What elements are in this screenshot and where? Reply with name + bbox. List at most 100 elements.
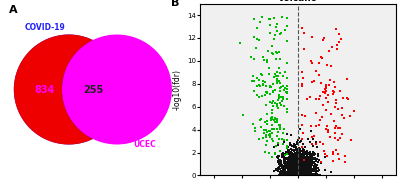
Point: [276, 90, 283, 93]
Point: [312, 167, 319, 170]
Point: [313, 167, 320, 170]
Point: [302, 168, 308, 171]
Point: [330, 153, 336, 155]
Point: [304, 160, 311, 163]
Point: [260, 84, 266, 87]
Point: [258, 72, 264, 75]
Point: [292, 169, 299, 171]
Point: [291, 161, 298, 164]
Point: [294, 164, 300, 167]
Point: [264, 122, 270, 125]
Point: [296, 169, 303, 172]
Point: [297, 141, 304, 144]
Point: [300, 156, 306, 159]
Point: [295, 160, 302, 163]
Point: [288, 167, 294, 170]
Point: [336, 126, 343, 129]
Point: [287, 143, 294, 146]
Point: [280, 173, 287, 176]
Point: [281, 162, 287, 165]
Point: [296, 173, 302, 176]
Point: [300, 173, 307, 176]
Point: [298, 164, 304, 166]
Point: [297, 173, 303, 176]
Point: [293, 148, 299, 151]
Point: [303, 158, 309, 161]
Point: [296, 170, 302, 173]
Point: [299, 168, 305, 171]
Point: [314, 173, 321, 176]
Point: [298, 153, 305, 156]
Point: [296, 170, 302, 173]
Point: [295, 165, 302, 168]
Point: [298, 173, 305, 175]
Point: [269, 45, 276, 48]
Point: [306, 161, 312, 164]
Point: [291, 163, 298, 166]
Point: [292, 173, 299, 176]
Point: [292, 153, 298, 156]
Point: [293, 171, 299, 174]
Point: [292, 151, 298, 154]
Point: [278, 32, 284, 35]
Point: [314, 145, 320, 148]
Point: [298, 168, 304, 171]
Point: [260, 83, 266, 86]
Point: [301, 153, 308, 156]
Point: [314, 170, 320, 172]
Point: [297, 150, 303, 153]
Point: [291, 172, 298, 175]
Point: [262, 81, 268, 84]
Point: [324, 63, 330, 66]
Point: [290, 155, 296, 158]
Point: [296, 149, 303, 152]
Point: [282, 70, 288, 73]
Point: [330, 150, 336, 153]
Point: [327, 136, 334, 139]
Point: [316, 159, 322, 161]
Point: [280, 171, 287, 174]
Point: [266, 72, 272, 75]
Point: [296, 146, 302, 149]
Point: [287, 166, 294, 169]
Point: [309, 169, 315, 172]
Point: [285, 162, 291, 165]
Point: [280, 159, 287, 162]
Point: [266, 67, 273, 69]
Point: [300, 167, 306, 170]
Point: [291, 146, 297, 149]
Point: [340, 97, 346, 100]
Point: [301, 169, 307, 172]
Point: [313, 69, 320, 72]
Point: [288, 144, 294, 146]
Point: [315, 173, 322, 176]
Point: [289, 157, 296, 160]
Point: [282, 169, 288, 172]
Point: [304, 174, 311, 177]
Point: [293, 161, 299, 164]
Point: [287, 166, 294, 168]
Point: [288, 172, 294, 175]
Point: [295, 150, 302, 153]
Point: [304, 173, 310, 176]
Point: [301, 166, 308, 169]
Point: [301, 163, 308, 166]
Point: [287, 166, 294, 169]
Point: [287, 154, 294, 157]
Point: [291, 173, 297, 176]
Point: [299, 172, 306, 175]
Point: [308, 125, 314, 128]
Point: [338, 38, 345, 40]
Point: [268, 108, 275, 111]
Point: [285, 166, 292, 168]
Point: [322, 168, 329, 171]
Point: [287, 163, 293, 165]
Point: [284, 161, 291, 164]
Point: [310, 151, 317, 154]
Point: [300, 148, 306, 151]
Point: [291, 170, 298, 173]
Point: [284, 157, 291, 160]
Point: [310, 165, 317, 168]
Point: [284, 163, 291, 166]
Point: [311, 154, 317, 157]
